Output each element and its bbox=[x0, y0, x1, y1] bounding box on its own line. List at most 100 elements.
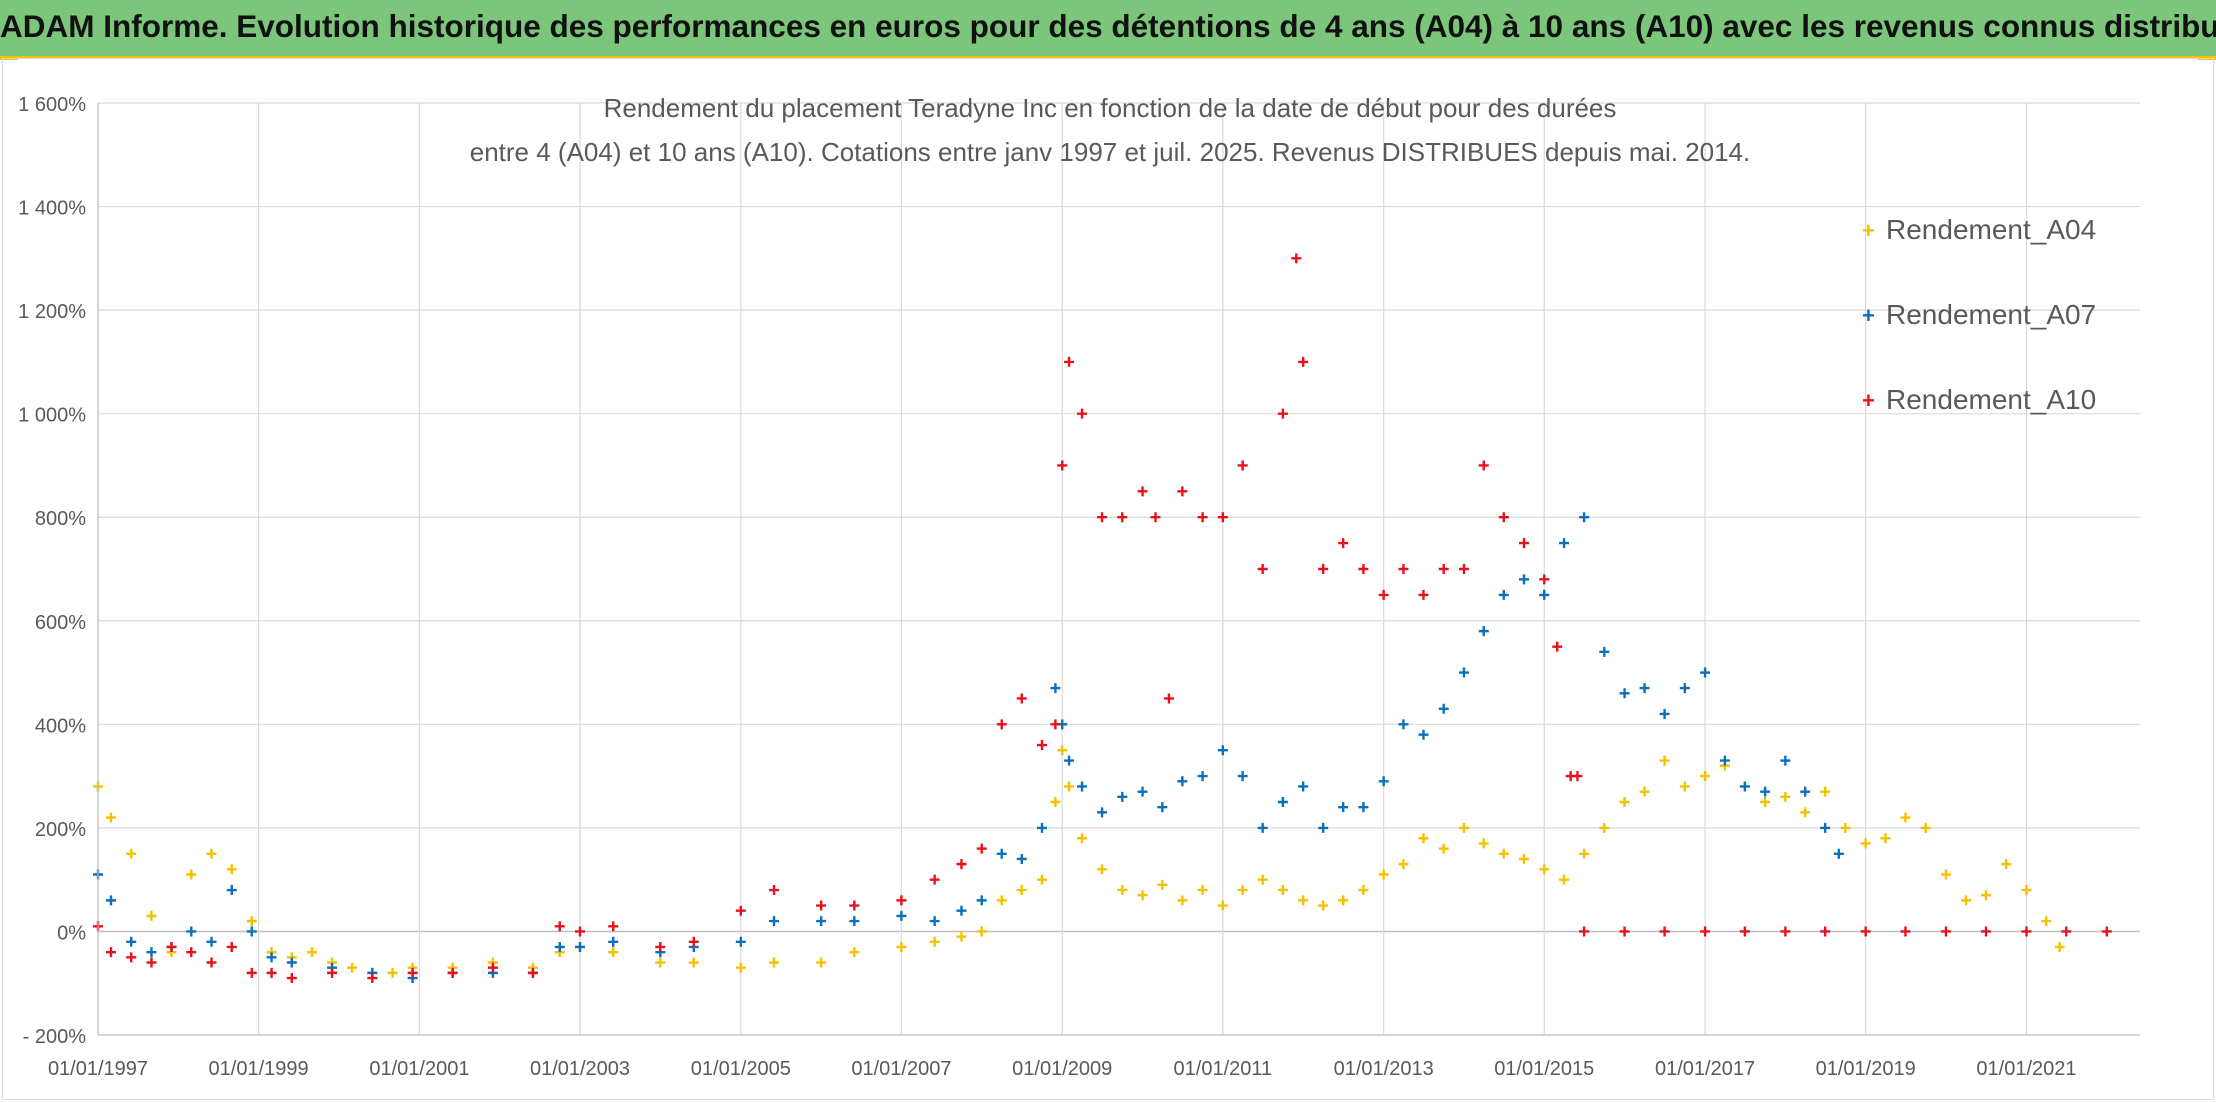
data-point bbox=[996, 848, 1007, 859]
data-point bbox=[1077, 408, 1088, 419]
data-point bbox=[655, 941, 666, 952]
data-point bbox=[1318, 564, 1329, 574]
data-point bbox=[1257, 874, 1268, 885]
series-rendement-a07 bbox=[93, 512, 1844, 984]
data-point bbox=[1719, 755, 1730, 766]
data-point bbox=[387, 967, 398, 978]
legend-marker-a10: + bbox=[1862, 388, 1875, 413]
data-point bbox=[1358, 885, 1369, 896]
data-point bbox=[608, 936, 619, 947]
data-point bbox=[1157, 802, 1168, 813]
legend-label-a04: Rendement_A04 bbox=[1886, 214, 2097, 245]
data-point bbox=[1840, 822, 1851, 833]
data-point bbox=[1820, 926, 1831, 937]
data-point bbox=[1599, 822, 1610, 833]
grid-lines bbox=[97, 102, 2140, 1036]
chart-legend: + Rendement_A04 + Rendement_A07 + Rendem… bbox=[1862, 210, 2162, 465]
data-point bbox=[246, 967, 257, 978]
data-point bbox=[487, 962, 498, 973]
x-tick-label: 01/01/2015 bbox=[1494, 1058, 1594, 1080]
data-point bbox=[1981, 890, 1991, 901]
data-point bbox=[1298, 895, 1309, 906]
data-point bbox=[1579, 512, 1590, 523]
data-point bbox=[1552, 641, 1563, 652]
y-tick-label: 400% bbox=[35, 715, 86, 737]
data-point bbox=[1257, 564, 1268, 574]
data-point bbox=[1037, 822, 1047, 833]
y-tick-label: 600% bbox=[35, 612, 86, 634]
data-point bbox=[1900, 926, 1911, 937]
data-point bbox=[407, 967, 418, 978]
x-tick-label: 01/01/2021 bbox=[1976, 1058, 2076, 1080]
data-point bbox=[1539, 589, 1550, 600]
data-point bbox=[2101, 926, 2112, 937]
report-banner: ADAM Informe. Evolution historique des p… bbox=[0, 0, 2216, 58]
data-point bbox=[226, 885, 237, 896]
legend-marker-a07: + bbox=[1862, 303, 1875, 328]
data-point bbox=[1217, 900, 1228, 911]
data-point bbox=[816, 957, 827, 968]
data-point bbox=[1981, 926, 1991, 937]
legend-item-a10: + Rendement_A10 bbox=[1862, 380, 2162, 465]
data-point bbox=[849, 900, 860, 911]
data-point bbox=[956, 859, 967, 870]
data-point bbox=[1077, 833, 1088, 844]
data-point bbox=[206, 957, 217, 968]
data-point bbox=[929, 916, 940, 927]
data-point bbox=[1338, 895, 1349, 906]
data-point bbox=[186, 869, 197, 880]
data-point bbox=[1237, 771, 1248, 782]
data-point bbox=[226, 864, 237, 875]
data-point bbox=[655, 957, 666, 968]
data-point bbox=[2021, 926, 2032, 937]
data-point bbox=[1880, 833, 1891, 844]
data-point bbox=[996, 719, 1007, 730]
data-point bbox=[575, 926, 586, 937]
x-tick-label: 01/01/2011 bbox=[1174, 1058, 1273, 1080]
data-point bbox=[688, 936, 699, 947]
legend-marker-a04: + bbox=[1862, 218, 1875, 243]
series-rendement-a10 bbox=[93, 253, 2112, 984]
data-point bbox=[186, 947, 197, 958]
data-point bbox=[206, 848, 217, 859]
y-tick-label: 0% bbox=[57, 922, 86, 944]
data-point bbox=[1739, 781, 1750, 792]
data-point bbox=[1378, 776, 1389, 787]
data-point bbox=[1579, 848, 1590, 859]
data-point bbox=[1016, 693, 1027, 704]
data-point bbox=[1217, 512, 1228, 523]
data-point bbox=[1760, 797, 1771, 807]
data-point bbox=[1150, 512, 1161, 523]
data-point bbox=[1940, 926, 1951, 937]
data-point bbox=[1157, 879, 1168, 890]
data-point bbox=[1572, 771, 1583, 782]
data-point bbox=[976, 843, 987, 854]
data-point bbox=[1800, 807, 1811, 818]
data-point bbox=[1378, 869, 1389, 880]
data-point bbox=[1064, 755, 1075, 766]
data-point bbox=[1277, 885, 1288, 896]
data-point bbox=[1358, 564, 1369, 574]
data-point bbox=[1097, 512, 1108, 523]
data-point bbox=[1177, 776, 1188, 787]
data-point bbox=[849, 916, 860, 927]
data-point bbox=[1539, 574, 1550, 585]
data-point bbox=[1920, 822, 1931, 833]
data-point bbox=[286, 957, 297, 968]
data-point bbox=[1780, 755, 1791, 766]
y-tick-label: 1 400% bbox=[18, 198, 86, 220]
data-point bbox=[849, 947, 860, 958]
data-point bbox=[105, 812, 116, 823]
data-point bbox=[976, 895, 987, 906]
data-point bbox=[554, 941, 565, 952]
data-point bbox=[1539, 864, 1550, 875]
data-point bbox=[105, 895, 116, 906]
data-point bbox=[608, 921, 619, 932]
y-tick-label: - 200% bbox=[23, 1026, 87, 1048]
data-point bbox=[1679, 781, 1690, 792]
data-point bbox=[1050, 683, 1061, 694]
data-point bbox=[688, 957, 699, 968]
data-point bbox=[1197, 771, 1208, 782]
data-point bbox=[1700, 926, 1711, 937]
